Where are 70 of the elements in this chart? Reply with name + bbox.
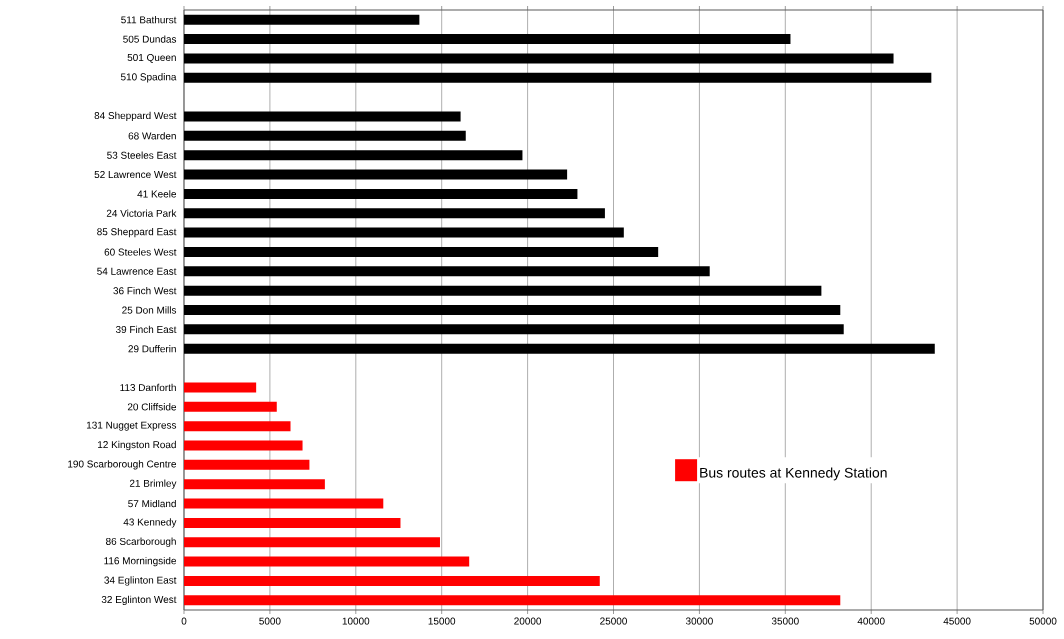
y-tick-label: 113 Danforth: [120, 383, 176, 392]
x-tick-label: 25000: [600, 617, 627, 625]
bar: [184, 479, 325, 490]
bar: [184, 459, 310, 470]
y-tick-label: 60 Steeles West: [104, 248, 177, 256]
bar: [184, 324, 844, 335]
y-tick-label: 116 Morningside: [104, 556, 177, 567]
bar: [184, 246, 659, 257]
y-tick-label: 24 Victoria Park: [106, 209, 177, 217]
bar: [184, 188, 578, 199]
bar: [184, 537, 440, 548]
bar: [184, 401, 277, 412]
bar: [184, 150, 523, 161]
bar: [184, 382, 257, 393]
x-tick-label: 40000: [857, 617, 885, 625]
bar: [184, 266, 710, 277]
y-tick-label: 20 Cliffside: [127, 403, 177, 411]
y-tick-label: 511 Bathurst: [121, 16, 177, 24]
y-tick-label: 29 Dufferin: [128, 345, 176, 353]
bar: [184, 34, 791, 45]
y-tick-label: 41 Keele: [137, 190, 177, 198]
bar: [184, 130, 466, 141]
x-tick-label: 50000: [1029, 617, 1057, 625]
bar: [184, 498, 384, 509]
x-tick-label: 20000: [514, 617, 542, 625]
bar: [184, 595, 841, 606]
y-tick-label: 131 Nugget Express: [86, 421, 177, 431]
y-tick-label: 84 Sheppard West: [94, 111, 177, 122]
bar: [184, 305, 841, 315]
bar: [184, 227, 624, 238]
x-tick-label: 10000: [342, 617, 370, 625]
y-tick-label: 39 Finch East: [115, 325, 177, 334]
y-tick-label: 21 Brimley: [129, 479, 177, 489]
y-tick-label: 505 Dundas: [123, 35, 177, 43]
bar: [184, 72, 932, 83]
bar: [184, 575, 600, 586]
y-tick-label: 68 Warden: [128, 132, 176, 140]
bar: [184, 53, 894, 64]
bar: [184, 343, 935, 354]
x-tick-label: 35000: [771, 617, 799, 625]
y-tick-label: 510 Spadina: [120, 73, 177, 83]
bar: [184, 111, 461, 122]
bar: [184, 285, 822, 296]
y-tick-label: 25 Don Mills: [122, 306, 177, 314]
y-tick-label: 190 Scarborough Centre: [68, 460, 176, 470]
x-tick-label: 0: [181, 617, 187, 625]
y-tick-label: 54 Lawrence East: [97, 267, 177, 275]
y-tick-label: 32 Eglinton West: [101, 595, 177, 605]
bar: [184, 14, 420, 25]
y-tick-label: 53 Steeles East: [107, 151, 177, 159]
x-tick-label: 5000: [259, 617, 281, 625]
y-tick-label: 34 Eglinton East: [104, 576, 177, 586]
x-tick-label: 15000: [428, 617, 456, 625]
legend-label: Bus routes at Kennedy Station: [700, 467, 887, 481]
y-tick-label: 86 Scarborough: [106, 537, 176, 547]
y-tick-label: 85 Sheppard East: [97, 227, 177, 238]
y-tick-label: 36 Finch West: [113, 286, 177, 295]
y-tick-label: 12 Kingston Road: [98, 440, 176, 451]
y-tick-label: 501 Queen: [127, 53, 176, 63]
bar: [184, 517, 401, 528]
bar: [184, 421, 291, 432]
bar: [184, 556, 470, 567]
y-tick-label: 52 Lawrence West: [94, 171, 177, 179]
y-tick-label: 43 Kennedy: [123, 518, 177, 528]
bar: [184, 440, 303, 451]
y-tick-label: 57 Midland: [128, 499, 176, 508]
bar: [184, 169, 568, 180]
bar: [184, 208, 605, 219]
x-tick-label: 30000: [685, 617, 713, 625]
x-tick-label: 45000: [943, 617, 971, 625]
